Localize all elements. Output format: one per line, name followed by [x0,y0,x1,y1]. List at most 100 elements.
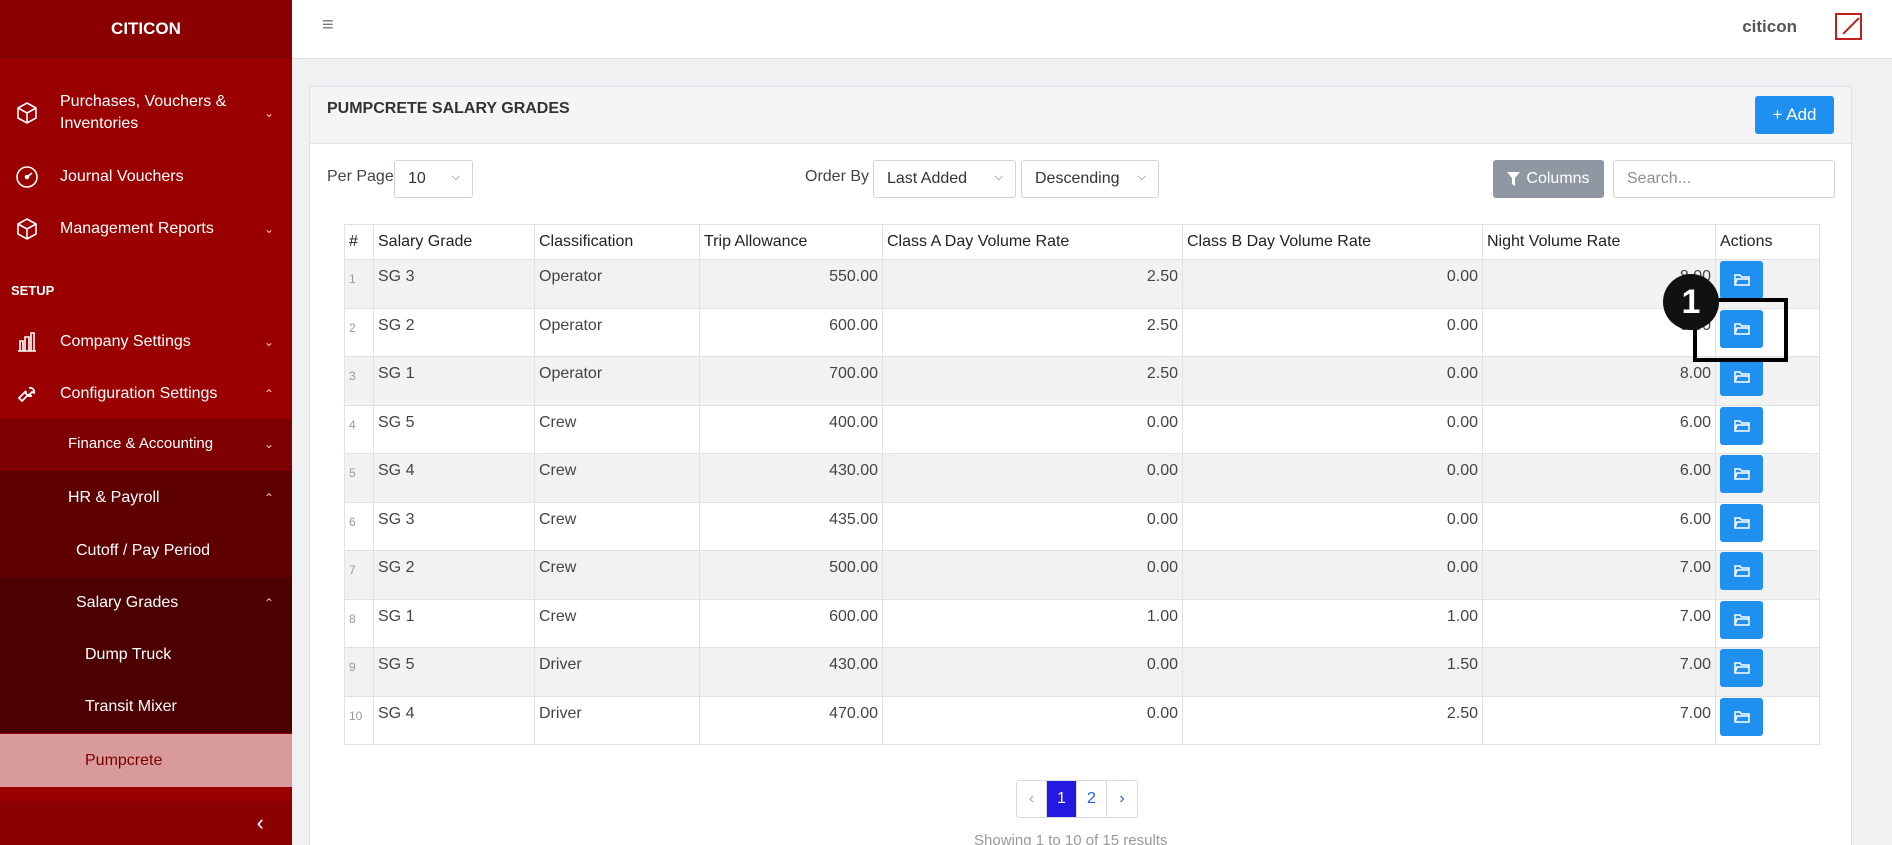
sidebar-item-label: Cutoff / Pay Period [76,542,210,559]
class-b-day-rate-cell: 0.00 [1182,404,1483,454]
classification-cell: Operator [534,307,700,357]
sidebar-item-journal-vouchers[interactable]: Journal Vouchers [0,160,292,194]
sidebar-item-configuration-settings[interactable]: Configuration Settings ⌃ [0,374,292,414]
sidebar-item-pumpcrete[interactable]: Pumpcrete [0,734,292,787]
annotation-highlight-box [1693,298,1788,362]
open-record-button[interactable] [1720,600,1763,639]
avatar[interactable] [1835,13,1862,40]
class-b-day-rate-cell: 0.00 [1182,259,1483,309]
trip-allowance-cell: 430.00 [699,453,883,503]
classification-cell: Operator [534,259,700,309]
open-record-button[interactable] [1720,649,1763,687]
actions-cell [1715,550,1820,600]
folder-open-icon [1733,273,1750,287]
dashboard-gauge-icon [14,164,40,190]
chevron-down-icon: ⌄ [263,222,274,236]
night-volume-rate-cell: 7.00 [1482,598,1716,648]
class-a-day-rate-cell: 0.00 [882,550,1183,600]
row-index: 3 [344,356,374,406]
actions-cell [1715,501,1820,551]
chevron-down-icon: ⌵ [994,171,1003,183]
annotation-marker: 1 [1663,274,1719,330]
open-record-button[interactable] [1720,261,1763,299]
trip-allowance-cell: 500.00 [699,550,883,600]
night-volume-rate-cell: 7.00 [1482,695,1716,745]
sidebar: CITICON Purchases, Vouchers & Inventorie… [0,0,292,845]
salary-grade-cell: SG 4 [373,695,535,745]
pagination-prev[interactable]: ‹ [1017,781,1047,817]
open-record-button[interactable] [1720,406,1763,445]
chevron-up-icon: ⌃ [263,490,274,505]
night-volume-rate-cell: 7.00 [1482,550,1716,600]
sidebar-item-dump-truck[interactable]: Dump Truck [0,629,292,681]
add-button[interactable]: + Add [1755,96,1834,134]
sidebar-item-purchases[interactable]: Purchases, Vouchers & Inventories ⌄ [0,82,292,144]
class-b-day-rate-cell: 0.00 [1182,501,1483,551]
open-record-button[interactable] [1720,455,1763,493]
trip-allowance-cell: 600.00 [699,598,883,648]
open-record-button[interactable] [1720,309,1763,348]
user-name[interactable]: citicon [1742,17,1797,36]
sidebar-item-finance-accounting[interactable]: Finance & Accounting ⌄ [0,419,292,469]
pagination-page-1[interactable]: 1 [1047,781,1077,817]
order-by-label: Order By [805,168,870,185]
brand-logo[interactable]: CITICON [0,0,292,58]
class-b-day-rate-cell: 0.00 [1182,453,1483,503]
open-record-button[interactable] [1720,503,1763,542]
sidebar-item-label: Transit Mixer [85,698,177,715]
sidebar-item-hr-payroll[interactable]: HR & Payroll ⌃ [0,470,292,525]
classification-cell: Crew [534,598,700,648]
column-header[interactable]: # [344,224,374,260]
actions-cell [1715,453,1820,503]
sidebar-item-cutoff-pay-period[interactable]: Cutoff / Pay Period [0,525,292,577]
pagination-next[interactable]: › [1119,790,1125,807]
salary-grade-cell: SG 1 [373,356,535,406]
table-row: 7 SG 2 Crew 500.00 0.00 0.00 7.00 [344,550,1820,600]
section-heading-setup: SETUP [11,283,55,298]
order-by-select[interactable]: Last Added ⌵ [873,160,1016,198]
column-header[interactable]: Salary Grade [373,224,535,260]
class-a-day-rate-cell: 2.50 [882,356,1183,406]
order-by-value: Last Added [887,170,968,187]
collapse-sidebar-button[interactable]: ‹ [0,801,292,845]
column-header[interactable]: Class A Day Volume Rate [882,224,1183,260]
sidebar-item-transit-mixer[interactable]: Transit Mixer [0,681,292,733]
sidebar-item-management-reports[interactable]: Management Reports ⌄ [0,212,292,246]
salary-grade-cell: SG 3 [373,259,535,309]
sort-direction-select[interactable]: Descending ⌵ [1021,160,1159,198]
open-record-button[interactable] [1720,697,1763,736]
folder-open-icon [1733,516,1750,530]
per-page-select[interactable]: 10 ⌵ [394,160,473,198]
column-header[interactable]: Classification [534,224,700,260]
column-header[interactable]: Class B Day Volume Rate [1182,224,1483,260]
actions-cell [1715,598,1820,648]
chevron-down-icon: ⌵ [1137,171,1146,183]
classification-cell: Crew [534,453,700,503]
actions-cell [1715,695,1820,745]
actions-cell [1715,647,1820,697]
search-input[interactable] [1613,160,1835,198]
salary-grade-cell: SG 5 [373,404,535,454]
column-header[interactable]: Trip Allowance [699,224,883,260]
box-icon [14,216,40,242]
columns-button[interactable]: Columns [1493,160,1604,198]
salary-grades-table: # Salary Grade Classification Trip Allow… [344,224,1820,745]
open-record-button[interactable] [1720,358,1763,396]
column-header[interactable]: Night Volume Rate [1482,224,1716,260]
sidebar-item-salary-grades[interactable]: Salary Grades ⌃ [0,577,292,629]
class-b-day-rate-cell: 0.00 [1182,307,1483,357]
wrench-icon [14,381,40,407]
per-page-label: Per Page [327,168,394,185]
sidebar-item-label: Purchases, Vouchers & Inventories [60,93,227,132]
class-a-day-rate-cell: 0.00 [882,695,1183,745]
table-row: 10 SG 4 Driver 470.00 0.00 2.50 7.00 [344,695,1820,745]
open-record-button[interactable] [1720,552,1763,590]
night-volume-rate-cell: 6.00 [1482,453,1716,503]
sidebar-item-company-settings[interactable]: Company Settings ⌄ [0,323,292,361]
folder-open-icon [1733,661,1750,675]
folder-open-icon [1733,419,1750,433]
chevron-down-icon: ⌄ [263,437,274,451]
menu-icon[interactable]: ≡ [322,14,334,36]
pagination-page-2[interactable]: 2 [1077,781,1107,817]
